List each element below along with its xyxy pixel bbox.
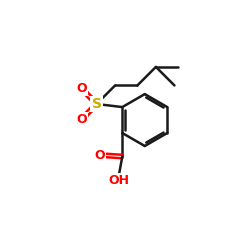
- Text: O: O: [76, 82, 87, 95]
- Text: OH: OH: [108, 174, 129, 187]
- Text: S: S: [92, 97, 102, 111]
- Text: O: O: [76, 113, 87, 126]
- Text: O: O: [95, 149, 105, 162]
